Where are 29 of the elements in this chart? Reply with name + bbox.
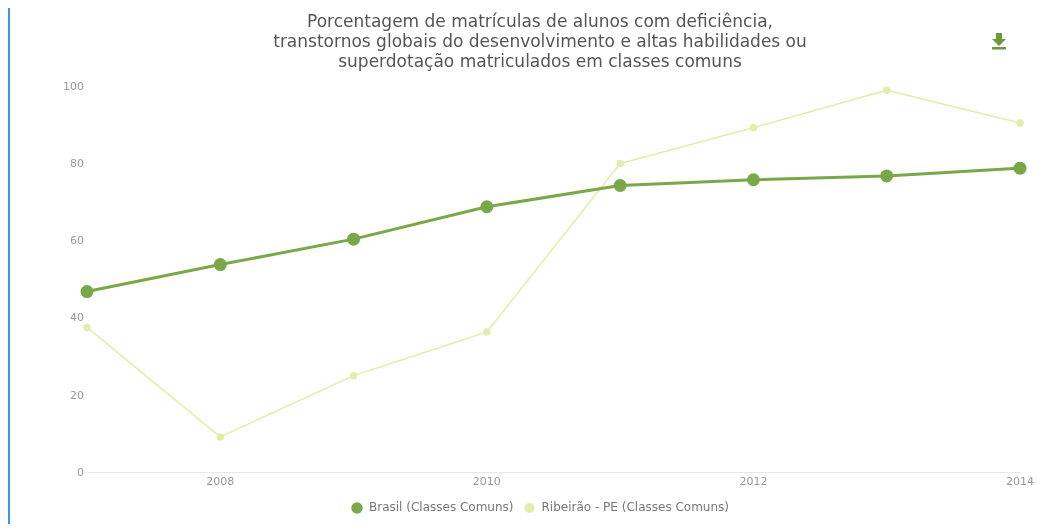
x-tick-label: 2012 [739,475,768,489]
point [749,123,758,132]
point [880,169,894,183]
point [480,200,494,214]
point [213,258,227,272]
x-tick-label: 2014 [1006,475,1034,489]
x-tick-label: 2008 [206,475,235,489]
legend-label: Brasil (Classes Comuns) [369,500,514,515]
point [616,159,624,168]
point [746,173,760,187]
x-tick-label: 2010 [472,475,501,489]
point [83,323,91,332]
y-tick-label: 80 [70,157,84,171]
legend-label: Ribeirão - PE (Classes Comuns) [541,500,729,515]
point [347,232,361,246]
point [882,86,891,95]
point [80,285,94,299]
point [349,371,358,380]
point [1016,119,1024,127]
point [483,328,491,336]
point [613,179,627,193]
y-tick-label: 40 [70,311,84,325]
point [216,433,225,441]
y-tick-label: 0 [77,465,84,479]
chart-title: Porcentagem de matrículas de alunos com deficiência, transtornos globais do desenvolvimento e altas habilidades ou superdotação matriculados em classes comuns [273,10,807,72]
y-tick-label: 60 [70,234,84,248]
point [1013,161,1027,175]
y-tick-label: 20 [70,388,84,402]
y-tick-label: 100 [63,80,84,94]
